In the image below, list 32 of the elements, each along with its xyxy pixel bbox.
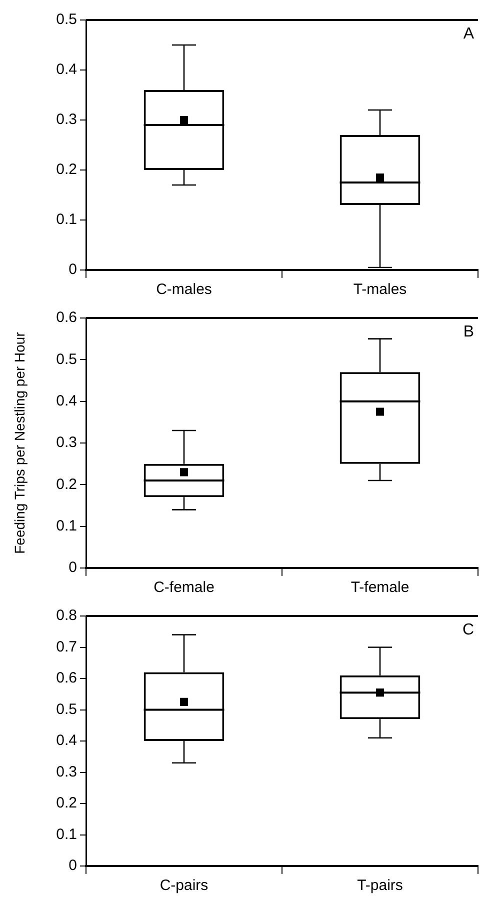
x-tick-label: C-female: [154, 579, 214, 596]
y-axis-title: Feeding Trips per Nestling per Hour: [11, 332, 28, 554]
y-tick-label: 0.1: [56, 211, 77, 228]
y-tick-label: 0: [68, 857, 77, 874]
annotation: A: [463, 25, 474, 42]
x-tick-label: T-female: [350, 579, 410, 596]
y-tick-label: 0.2: [56, 476, 77, 493]
y-tick-label: 0.7: [56, 638, 77, 656]
y-tick-label: 0: [68, 261, 77, 278]
y-tick-label: 0.5: [56, 350, 77, 368]
y-tick-label: 0.6: [56, 670, 77, 687]
y-tick-label: 0.4: [56, 732, 77, 750]
y-tick-label: 0.3: [56, 763, 77, 780]
y-tick-label: 0.2: [56, 794, 77, 812]
annotation: B: [463, 323, 474, 340]
y-tick-label: 0.6: [56, 309, 77, 326]
y-tick-label: 0.4: [56, 61, 77, 78]
y-tick-label: 0.8: [56, 607, 77, 624]
y-tick-label: 0.5: [56, 700, 77, 718]
annotation: C: [462, 621, 474, 638]
y-tick-label: 0.2: [56, 161, 77, 178]
y-tick-label: 0.3: [56, 434, 77, 452]
y-tick-label: 0.5: [56, 11, 77, 28]
y-tick-label: 0: [68, 559, 77, 576]
y-tick-label: 0.4: [56, 392, 77, 410]
x-tick-label: C-males: [156, 281, 212, 298]
y-tick-label: 0.3: [56, 111, 77, 128]
x-tick-label: T-males: [353, 281, 407, 298]
x-tick-label: C-pairs: [160, 877, 208, 894]
y-tick-label: 0.1: [56, 517, 77, 534]
y-tick-label: 0.1: [56, 826, 77, 843]
x-tick-label: T-pairs: [357, 877, 403, 894]
